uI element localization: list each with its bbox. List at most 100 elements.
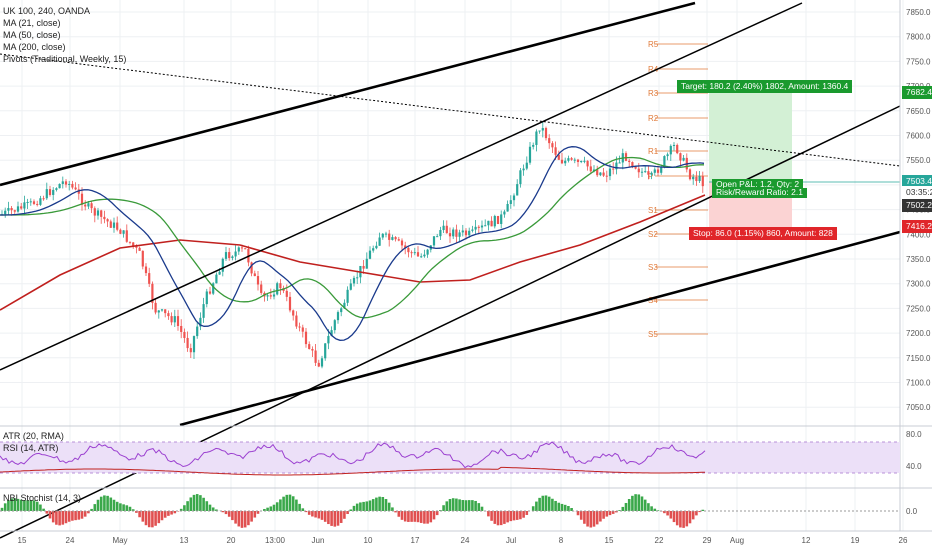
- stoch-bar: [343, 511, 346, 519]
- candle-body: [410, 252, 413, 254]
- ma21-line: [0, 146, 705, 341]
- candle-body: [484, 225, 487, 227]
- candle-body: [356, 277, 359, 279]
- stoch-bar: [615, 511, 618, 513]
- stoch-bar: [3, 503, 7, 511]
- candle-body: [522, 168, 525, 171]
- stoch-bar: [384, 499, 388, 511]
- stoch-bar: [675, 511, 679, 526]
- stoch-bar: [387, 502, 391, 511]
- price-tick-label: 7800.0: [906, 33, 931, 42]
- stoch-bar: [378, 496, 381, 511]
- candle-body: [458, 232, 461, 237]
- candle-body: [68, 183, 71, 185]
- time-axis[interactable]: 15 24 May 13 20 13:00 Jun 10 17 24 Jul 8 15 22 29 Aug 12…: [18, 536, 908, 545]
- candle-body: [608, 168, 612, 177]
- candle-body: [199, 317, 202, 327]
- candle-body: [64, 181, 68, 185]
- candle-body: [586, 160, 589, 167]
- candle-body: [557, 154, 560, 160]
- stoch-bar: [419, 511, 423, 523]
- stoch-bar: [503, 511, 506, 524]
- legend-ma200[interactable]: MA (200, close): [3, 42, 66, 52]
- stoch-bar: [199, 495, 202, 511]
- candle-body: [589, 166, 592, 172]
- candle-body: [173, 316, 176, 323]
- stoch-bar: [435, 511, 439, 516]
- atr-title[interactable]: ATR (20, RMA): [3, 431, 64, 441]
- target-zone[interactable]: [709, 88, 792, 182]
- stoch-bar: [109, 497, 113, 511]
- stoch-bar: [525, 511, 529, 515]
- stoch-bar: [115, 501, 119, 511]
- candle-body: [304, 331, 308, 345]
- price-tick-label: 7650.0: [906, 107, 931, 116]
- candle-body: [455, 229, 458, 237]
- stoch-bar: [131, 509, 135, 511]
- stoch-bar: [557, 502, 561, 511]
- rr-label[interactable]: Risk/Reward Ratio: 2.1: [712, 188, 807, 198]
- trendline-lower-thick[interactable]: [179, 230, 901, 427]
- time-tick-label: 29: [703, 536, 712, 545]
- candle-body: [122, 230, 125, 234]
- stop-label[interactable]: Stop: 86.0 (1.15%) 860, Amount: 828: [689, 227, 837, 240]
- pivot-label: R4: [648, 65, 659, 74]
- stoch-bar: [442, 505, 445, 511]
- stop-price-badge: 7416.2: [902, 220, 932, 233]
- pivot-label: R1: [648, 147, 659, 156]
- trendline-dotted-resistance[interactable]: [0, 53, 901, 167]
- trendline-upper-channel[interactable]: [0, 2, 803, 371]
- candle-body: [36, 203, 39, 205]
- stoch-bar: [599, 511, 602, 522]
- stoch-bar: [349, 509, 353, 511]
- legend-pivots[interactable]: Pivots (Traditional, Weekly, 15): [3, 54, 127, 64]
- stoch-bar: [170, 511, 173, 515]
- candle-body: [32, 201, 36, 204]
- candle-body: [157, 310, 160, 313]
- stoch-bar: [323, 511, 327, 522]
- candle-body: [519, 170, 522, 185]
- candle-body: [333, 320, 336, 331]
- candle-body: [650, 172, 653, 175]
- candle-body: [240, 247, 244, 249]
- trendline-upper-thick[interactable]: [0, 1, 696, 187]
- candle-body: [4, 210, 7, 215]
- legend-ma50[interactable]: MA (50, close): [3, 30, 61, 40]
- candle-body: [128, 241, 132, 243]
- candle-body: [426, 249, 429, 255]
- candle-body: [272, 294, 276, 297]
- stoch-bar: [688, 511, 692, 524]
- stoch-title[interactable]: NBI Stochist (14, 3): [3, 493, 82, 503]
- candle-body: [669, 145, 672, 155]
- stoch-bar: [567, 506, 570, 511]
- candle-body: [439, 230, 442, 237]
- stoch-bar: [592, 511, 596, 527]
- stoch-bar: [253, 511, 257, 518]
- candle-body: [682, 157, 685, 161]
- stoch-bar: [138, 511, 141, 518]
- candle-body: [509, 200, 512, 204]
- candle-body: [365, 258, 368, 269]
- legend-ma21[interactable]: MA (21, close): [3, 18, 61, 28]
- price-axis[interactable]: 7850.07800.07750.07700.07650.07600.07550…: [906, 8, 931, 516]
- stoch-bar: [93, 504, 97, 511]
- candle-body: [640, 171, 644, 173]
- target-label[interactable]: Target: 180.2 (2.40%) 1802, Amount: 1360…: [677, 80, 853, 93]
- candle-body: [346, 289, 349, 303]
- stoch-bar: [400, 511, 404, 520]
- stoch-bar: [410, 511, 413, 522]
- candle-body: [580, 161, 583, 163]
- candle-body: [493, 216, 496, 227]
- open-pl-label[interactable]: Open P&L: 1.2, Qty: 2: [712, 179, 804, 189]
- candle-body: [16, 206, 20, 212]
- stoch-bar: [307, 511, 311, 515]
- stoch-bar: [141, 511, 145, 522]
- price-tick-label: 7300.0: [906, 280, 931, 289]
- stoch-bar: [112, 499, 116, 511]
- rsi-title[interactable]: RSI (14, ATR): [3, 443, 59, 453]
- stoch-bar: [368, 500, 372, 511]
- legend-symbol[interactable]: UK 100, 240, OANDA: [3, 6, 91, 16]
- stoch-bar: [205, 501, 209, 511]
- candle-body: [311, 348, 314, 351]
